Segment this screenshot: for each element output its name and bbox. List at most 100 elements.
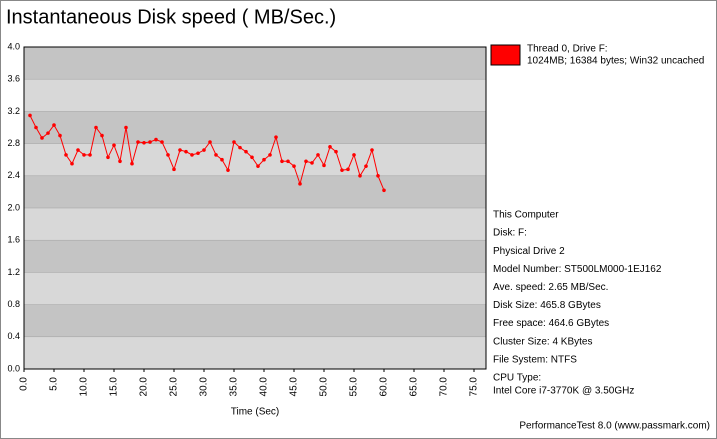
grid-band: [24, 79, 486, 112]
y-tick-label: 2.4: [7, 170, 20, 180]
data-point: [250, 155, 254, 160]
data-point: [46, 131, 50, 135]
data-point: [82, 153, 86, 157]
x-tick-label: 60.0: [379, 377, 390, 397]
x-tick-label: 15.0: [109, 377, 120, 397]
y-tick-label: 1.6: [7, 235, 20, 245]
data-point: [208, 140, 212, 144]
x-tick-label: 0.0: [19, 377, 30, 391]
info-line: File System: NTFS: [493, 354, 577, 365]
grid-band: [24, 304, 486, 337]
data-point: [130, 161, 134, 166]
data-point: [64, 153, 68, 157]
chart-title: Instantaneous Disk speed ( MB/Sec.): [6, 6, 336, 28]
info-line: Disk Size: 465.8 GBytes: [493, 300, 601, 311]
x-tick-label: 20.0: [139, 377, 150, 397]
info-line: This Computer: [493, 210, 559, 221]
data-point: [70, 161, 74, 166]
legend-subtitle: 1024MB; 16384 bytes; Win32 uncached: [527, 56, 704, 67]
data-point: [292, 164, 296, 168]
grid-band: [24, 272, 486, 305]
y-tick-label: 3.6: [7, 74, 20, 84]
data-point: [112, 143, 116, 148]
grid-band: [24, 111, 486, 144]
x-tick-label: 70.0: [439, 377, 450, 397]
info-line: Free space: 464.6 GBytes: [493, 318, 609, 329]
data-point: [94, 125, 98, 130]
data-point: [214, 153, 218, 157]
y-tick-label: 2.0: [7, 202, 20, 212]
data-point: [352, 153, 356, 157]
data-point: [298, 182, 302, 186]
data-point: [262, 157, 266, 162]
data-point: [346, 167, 350, 172]
data-point: [244, 149, 248, 154]
data-point: [304, 159, 308, 164]
data-point: [148, 140, 152, 144]
data-point: [268, 153, 272, 157]
info-line: Model Number: ST500LM000-1EJ162: [493, 264, 662, 275]
data-point: [178, 148, 182, 152]
data-point: [160, 140, 164, 144]
y-tick-label: 3.2: [7, 106, 20, 116]
data-point: [118, 159, 122, 164]
x-axis-label: Time (Sec): [231, 407, 280, 418]
data-point: [310, 161, 314, 165]
data-point: [280, 159, 284, 164]
data-point: [358, 174, 362, 178]
data-point: [382, 188, 386, 193]
x-tick-label: 10.0: [79, 377, 90, 397]
y-tick-label: 1.2: [7, 267, 20, 277]
plot-border: [23, 46, 487, 370]
grid-band: [24, 240, 486, 273]
data-point: [106, 155, 110, 160]
data-point: [316, 153, 320, 157]
data-point: [136, 140, 140, 144]
data-point: [52, 123, 56, 127]
x-tick-label: 40.0: [259, 377, 270, 397]
data-point: [172, 167, 176, 172]
x-tick-label: 35.0: [229, 377, 240, 397]
grid-band: [24, 175, 486, 208]
data-point: [76, 148, 80, 152]
y-tick-label: 0.8: [7, 299, 20, 309]
info-line: Disk: F:: [493, 228, 527, 239]
data-point: [34, 125, 38, 130]
data-point: [124, 125, 128, 130]
data-point: [238, 145, 242, 150]
data-point: [334, 149, 338, 154]
grid-band: [24, 143, 486, 176]
data-point: [286, 159, 290, 164]
y-tick-label: 2.8: [7, 138, 20, 148]
data-point: [154, 137, 158, 142]
data-point: [196, 151, 200, 156]
data-point: [226, 168, 230, 172]
x-tick-label: 65.0: [409, 377, 420, 397]
info-line: Intel Core i7-3770K @ 3.50GHz: [493, 386, 634, 397]
data-point: [340, 168, 344, 172]
x-tick-label: 75.0: [469, 377, 480, 397]
footer: PerformanceTest 8.0 (www.passmark.com): [519, 421, 710, 432]
data-point: [274, 135, 278, 139]
info-line: Ave. speed: 2.65 MB/Sec.: [493, 282, 608, 293]
data-point: [322, 163, 326, 168]
data-point: [232, 140, 236, 144]
y-tick-label: 4.0: [7, 41, 20, 51]
data-point: [370, 148, 374, 152]
y-tick-label: 0.4: [7, 331, 20, 341]
x-tick-label: 30.0: [199, 377, 210, 397]
x-tick-label: 45.0: [289, 377, 300, 397]
data-point: [202, 148, 206, 152]
x-tick-label: 5.0: [49, 377, 60, 391]
data-point: [166, 153, 170, 157]
grid-band: [24, 336, 486, 369]
data-point: [184, 149, 188, 154]
info-line: Cluster Size: 4 KBytes: [493, 336, 592, 347]
data-point: [40, 136, 44, 140]
data-point: [364, 164, 368, 168]
x-tick-label: 55.0: [349, 377, 360, 397]
legend-swatch: [490, 44, 521, 66]
info-line: CPU Type:: [493, 373, 541, 384]
grid-band: [24, 47, 486, 80]
